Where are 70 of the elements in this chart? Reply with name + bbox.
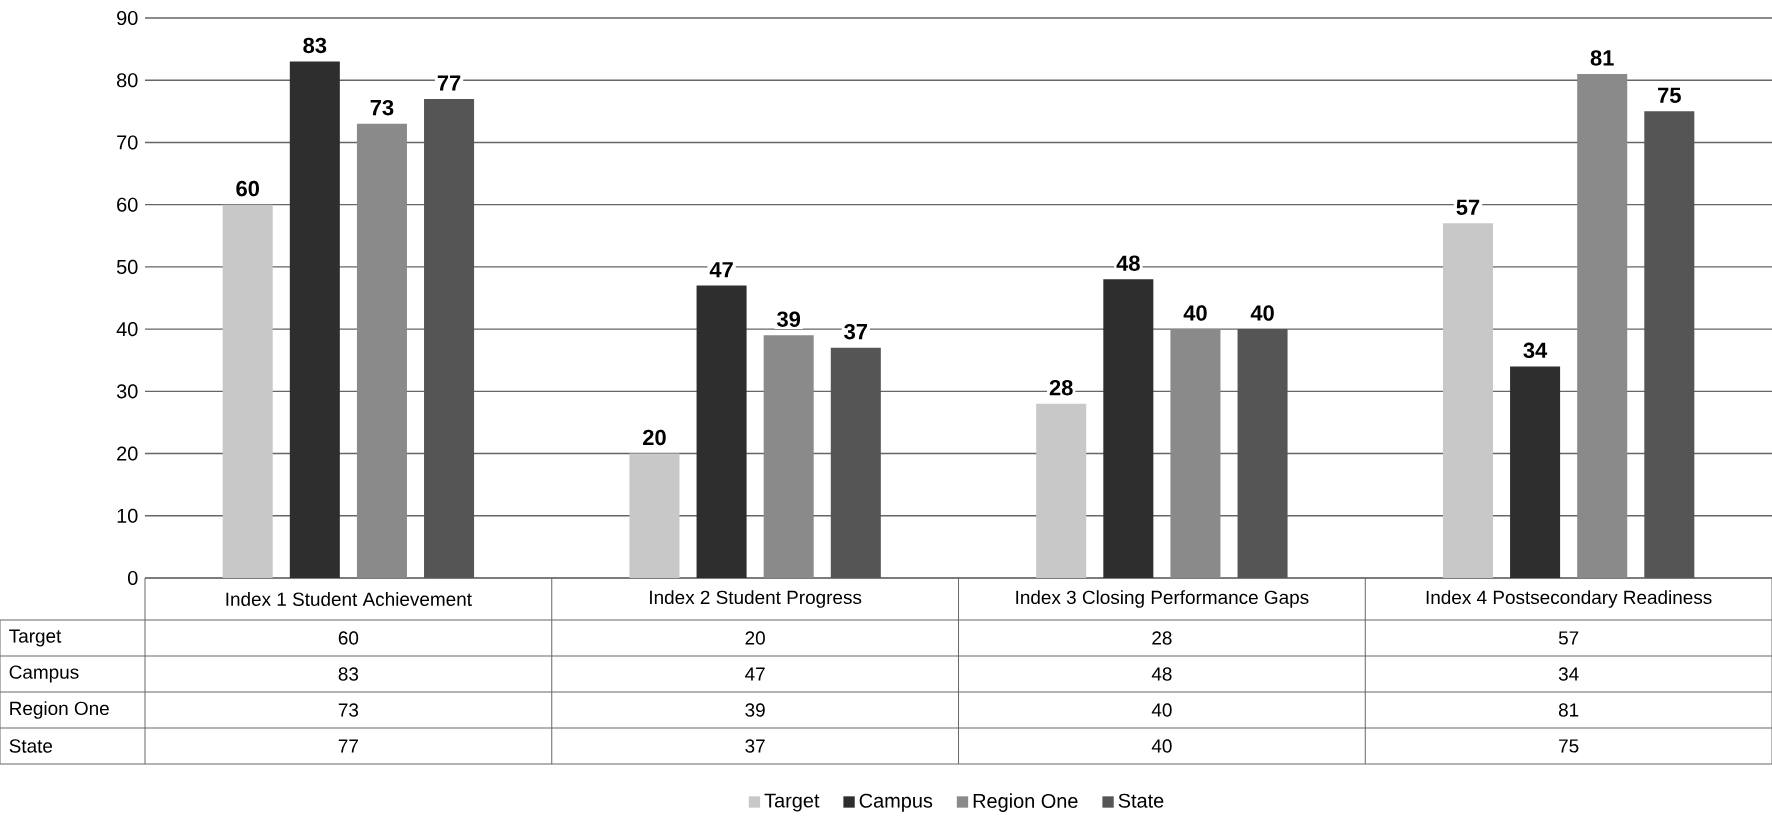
y-tick-label: 40 [116, 322, 138, 337]
data-label: 75 [1559, 739, 1579, 753]
data-label: 40 [1151, 739, 1172, 753]
data-label: 81 [1558, 703, 1579, 717]
bar [629, 453, 680, 579]
y-tick-label: 70 [117, 135, 138, 150]
data-label: 57 [1558, 631, 1579, 645]
data-label: 39 [745, 703, 765, 717]
x-tick-label: Index 3 Closing Performance Gaps [1016, 590, 1309, 608]
data-label: 77 [338, 739, 358, 753]
text: Region One [10, 701, 109, 719]
text: 60 [236, 180, 259, 197]
data-label: 73 [338, 703, 359, 717]
text: 75 [1658, 87, 1681, 103]
legend-label: Region One [973, 793, 1078, 812]
y-tick-label: 30 [116, 384, 138, 399]
legend-label: Target [764, 793, 820, 812]
text: 81 [1590, 50, 1614, 66]
bar [1644, 111, 1695, 579]
y-tick-label: 10 [117, 508, 138, 523]
data-label: 60 [338, 631, 359, 645]
y-tick-label: 80 [117, 73, 138, 88]
x-tick-label: Index 1 Student Achievement [226, 592, 472, 606]
data-label: 20 [745, 631, 765, 645]
bar [1442, 223, 1493, 579]
text: 39 [777, 311, 801, 327]
text: 34 [1523, 342, 1548, 359]
text: 40 [1183, 305, 1207, 321]
bar [830, 347, 881, 579]
data-label: 48 [1151, 667, 1172, 681]
x-tick-label: Index 4 Postsecondary Readiness [1426, 590, 1712, 608]
text: 83 [303, 37, 327, 54]
text: 20 [643, 429, 666, 446]
data-label: 34 [1558, 667, 1579, 681]
text: 48 [1116, 255, 1140, 271]
y-tick-label: 20 [117, 446, 138, 461]
legend-label: State [1118, 793, 1164, 808]
data-label: 83 [338, 667, 359, 681]
x-tick-label: Index 2 Student Progress [650, 590, 862, 608]
bar [424, 98, 475, 579]
bar [1036, 403, 1087, 579]
text: 73 [370, 99, 394, 116]
bar [1577, 74, 1628, 579]
bar [222, 204, 273, 579]
text: Target [9, 629, 62, 647]
text: Campus [9, 665, 79, 683]
data-label: 40 [1151, 703, 1172, 717]
text: 28 [1049, 379, 1073, 396]
bar [356, 123, 407, 579]
bar [696, 285, 747, 579]
data-label: 28 [1152, 631, 1172, 645]
text: 47 [709, 262, 733, 278]
data-label: 37 [745, 739, 765, 753]
text: 57 [1456, 199, 1480, 215]
y-tick-label: 50 [116, 259, 138, 274]
bar [1170, 329, 1221, 579]
text: State [9, 739, 53, 753]
bar [1103, 279, 1154, 579]
text: 40 [1250, 305, 1274, 321]
bar [763, 335, 814, 579]
bar [1237, 329, 1288, 579]
text: 37 [844, 323, 868, 340]
y-tick-label: 60 [117, 197, 138, 212]
y-tick-label: 90 [117, 10, 138, 26]
text: 77 [437, 75, 461, 91]
legend-label: Campus [859, 793, 933, 812]
y-tick-label: 0 [127, 570, 138, 586]
bar [1510, 366, 1561, 579]
bar [289, 61, 340, 579]
data-label: 47 [745, 667, 765, 681]
